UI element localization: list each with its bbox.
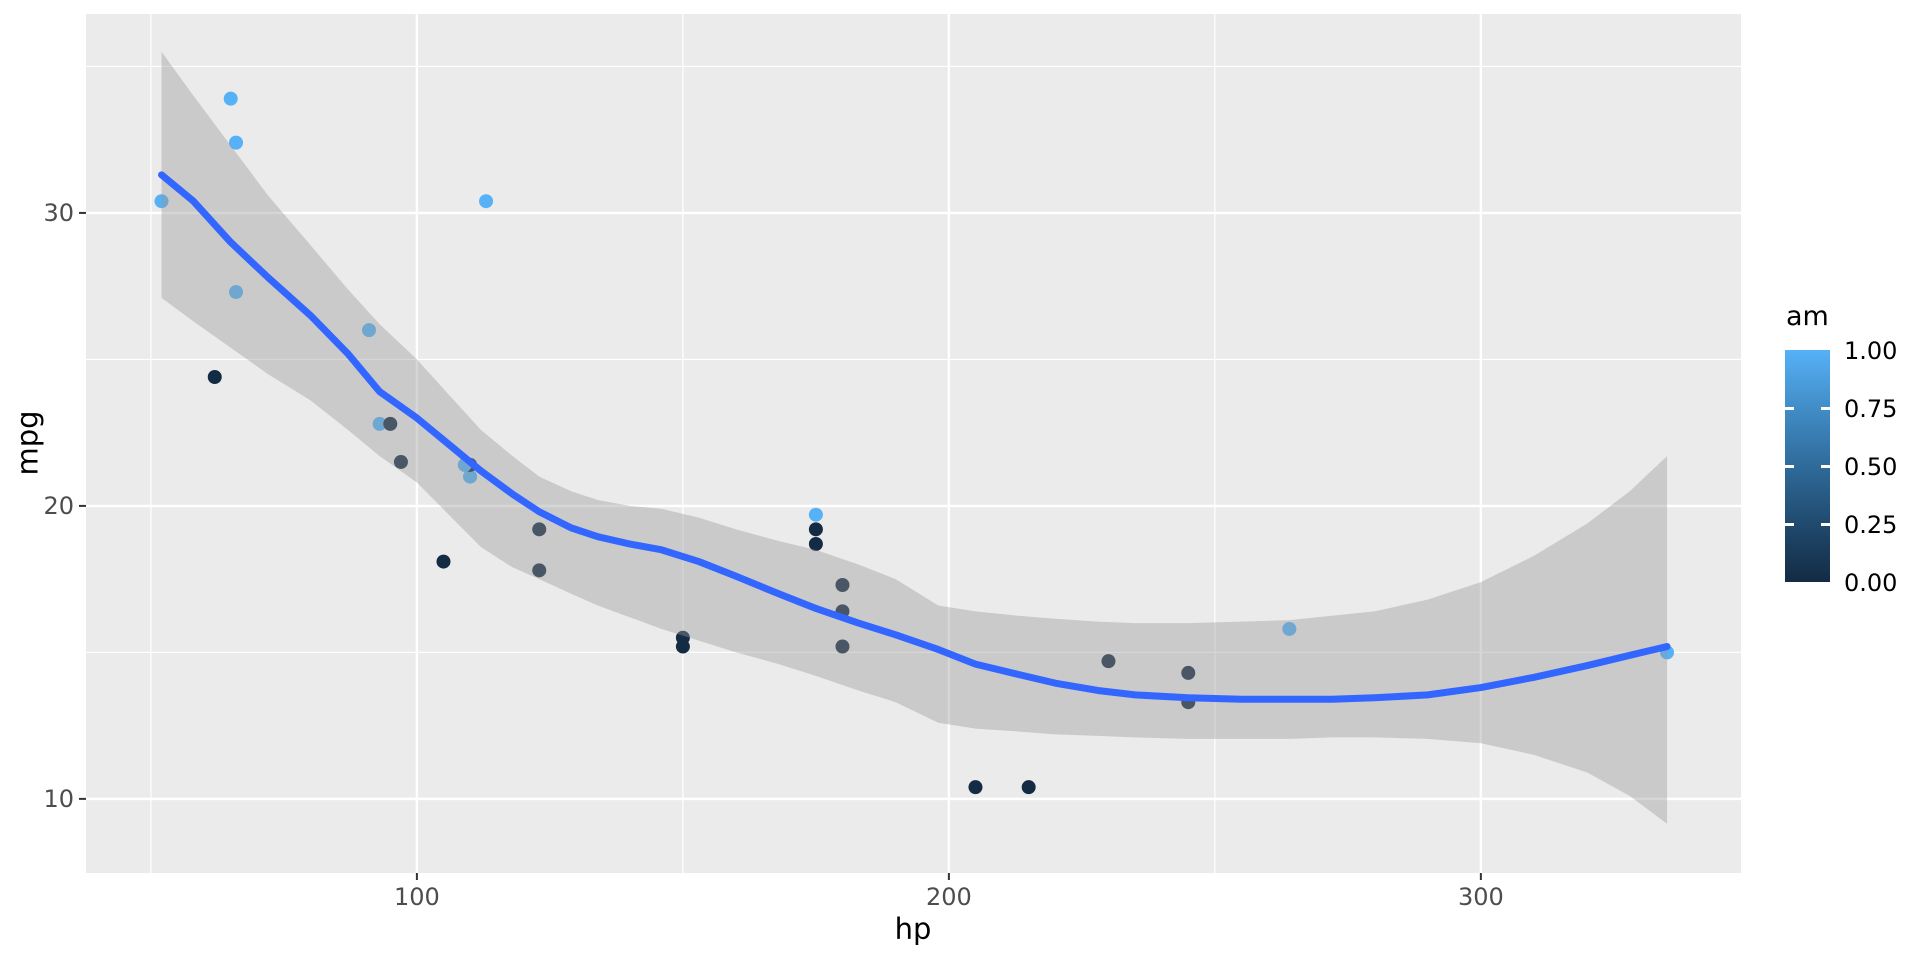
data-point (436, 554, 451, 569)
data-point (808, 507, 823, 522)
smooth-line (158, 171, 1671, 703)
data-point (835, 578, 850, 593)
data-point (223, 91, 238, 106)
data-point (532, 522, 547, 537)
data-point (463, 469, 478, 484)
data-point (393, 454, 408, 469)
x-tick-label: 200 (926, 883, 972, 911)
confidence-ribbon (161, 51, 1668, 824)
data-point (383, 416, 398, 431)
y-tick-label: 20 (43, 492, 74, 520)
data-point (229, 285, 244, 300)
y-tick-label: 10 (43, 785, 74, 813)
data-point (154, 194, 169, 209)
y-axis-title: mpg (10, 410, 45, 476)
data-point (207, 369, 222, 384)
plot-panel (86, 14, 1741, 873)
data-point (1101, 654, 1116, 669)
data-point (835, 639, 850, 654)
data-point (1282, 621, 1297, 636)
data-point (532, 563, 547, 578)
data-point (372, 416, 387, 431)
data-point (808, 536, 823, 551)
data-point (1181, 665, 1196, 680)
y-tick-label: 30 (43, 199, 74, 227)
data-point (808, 522, 823, 537)
data-point (968, 780, 983, 795)
data-point (362, 323, 377, 338)
x-tick-label: 300 (1458, 883, 1504, 911)
data-point (479, 194, 494, 209)
data-point (229, 135, 244, 150)
x-tick-label: 100 (394, 883, 440, 911)
x-axis-title: hp (894, 912, 932, 946)
data-point (675, 639, 690, 654)
data-point (1021, 780, 1036, 795)
